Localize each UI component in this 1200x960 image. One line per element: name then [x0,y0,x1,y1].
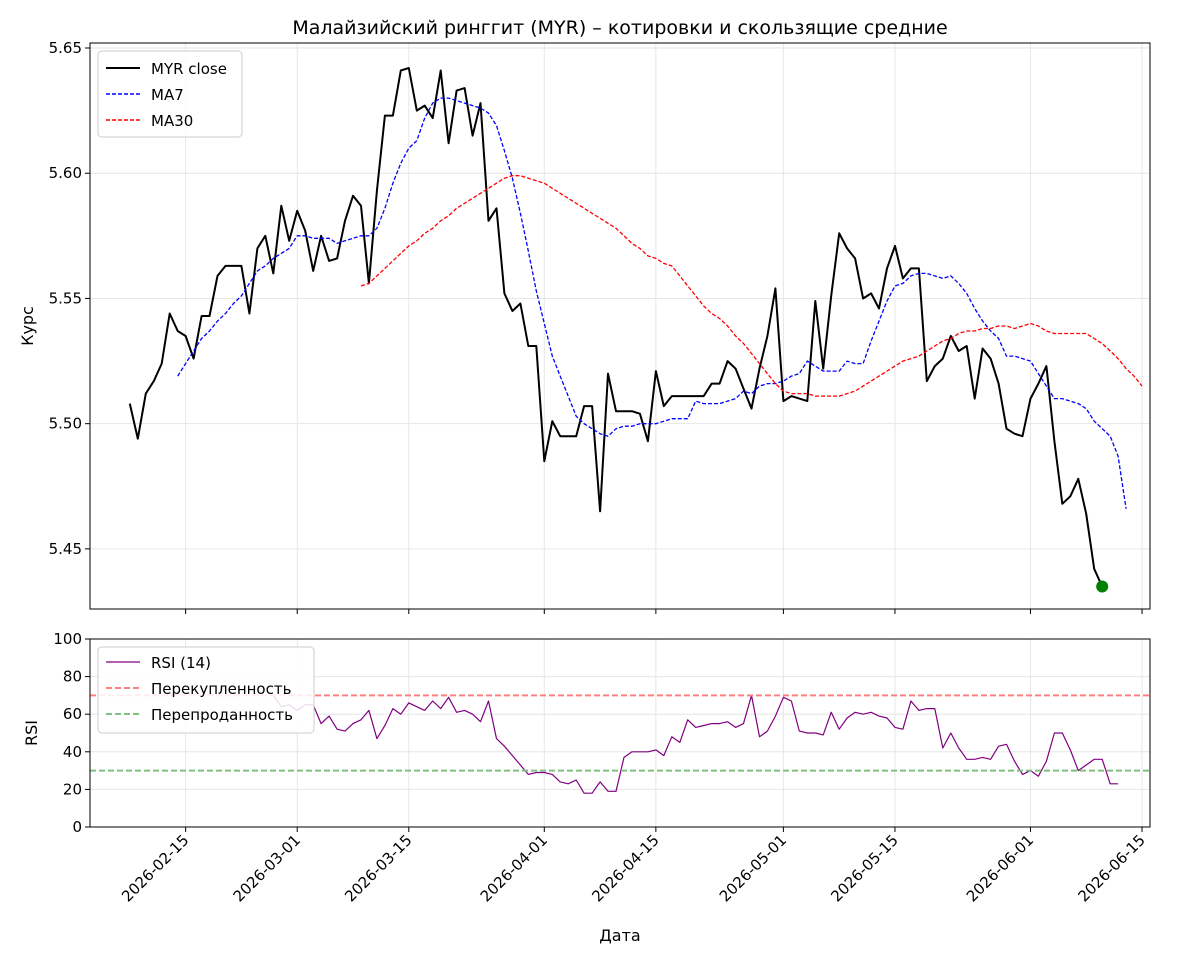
price-y-tick-label: 5.45 [49,540,82,558]
price-legend: MYR close MA7 MA30 [97,50,243,138]
x-tick-label: 2026-04-15 [588,831,662,905]
price-y-tick-label: 5.65 [49,39,82,57]
legend-myr-close-label: MYR close [151,60,227,78]
legend-rsi-label: RSI (14) [151,654,211,672]
x-tick-label: 2026-06-01 [963,831,1037,905]
rsi-legend-box [97,646,315,734]
x-tick-label: 2026-05-01 [716,831,790,905]
chart-title: Малайзийский ринггит (MYR) – котировки и… [292,17,947,39]
rsi-y-ticks: 0 20 40 60 80 100 [53,630,90,836]
last-close-marker [1096,580,1109,593]
rsi-y-tick-label: 40 [63,743,82,761]
price-y-tick-label: 5.60 [49,164,82,182]
price-y-axis-label: Курс [18,306,37,346]
rsi-y-tick-label: 60 [63,705,82,723]
x-tick-label: 2026-03-15 [341,831,415,905]
x-tick-label: 2026-05-15 [827,831,901,905]
legend-ma30-label: MA30 [151,112,193,130]
x-axis-label: Дата [599,926,640,945]
price-x-ticks [185,609,1143,614]
x-tick-label: 2026-06-15 [1074,831,1148,905]
price-y-tick-label: 5.50 [49,415,82,433]
rsi-y-tick-label: 80 [63,668,82,686]
price-panel: 5.45 5.50 5.55 5.60 5.65 Курс MYR close MA7 … [18,39,1151,614]
price-legend-box [97,50,243,138]
legend-oversold-label: Перепроданность [151,706,293,724]
x-tick-label: 2026-04-01 [477,831,551,905]
price-series [128,67,1143,593]
rsi-y-tick-label: 0 [72,818,82,836]
rsi-panel: 0 20 40 60 80 100 2026-02-15 2026-03-01 2026-03… [22,630,1151,945]
series-rsi-line [272,694,1119,794]
price-panel-frame [89,42,1151,610]
rsi-x-ticks: 2026-02-15 2026-03-01 2026-03-15 2026-04-01… [118,827,1149,905]
rsi-y-tick-label: 20 [63,780,82,798]
rsi-legend: RSI (14) Перекупленность Перепроданность [97,646,315,734]
series-ma7-line [177,97,1127,509]
price-y-tick-label: 5.55 [49,289,82,307]
price-y-ticks: 5.45 5.50 5.55 5.60 5.65 [49,39,90,558]
rsi-panel-frame [89,638,1151,828]
legend-overbought-label: Перекупленность [151,680,291,698]
series-myr-close-line [128,67,1104,587]
series-ma30-line [360,175,1143,397]
rsi-y-tick-label: 100 [53,630,82,648]
price-grid [90,43,1150,609]
rsi-y-axis-label: RSI [22,720,41,746]
legend-ma7-label: MA7 [151,86,184,104]
x-tick-label: 2026-03-01 [230,831,304,905]
x-tick-label: 2026-02-15 [118,831,192,905]
